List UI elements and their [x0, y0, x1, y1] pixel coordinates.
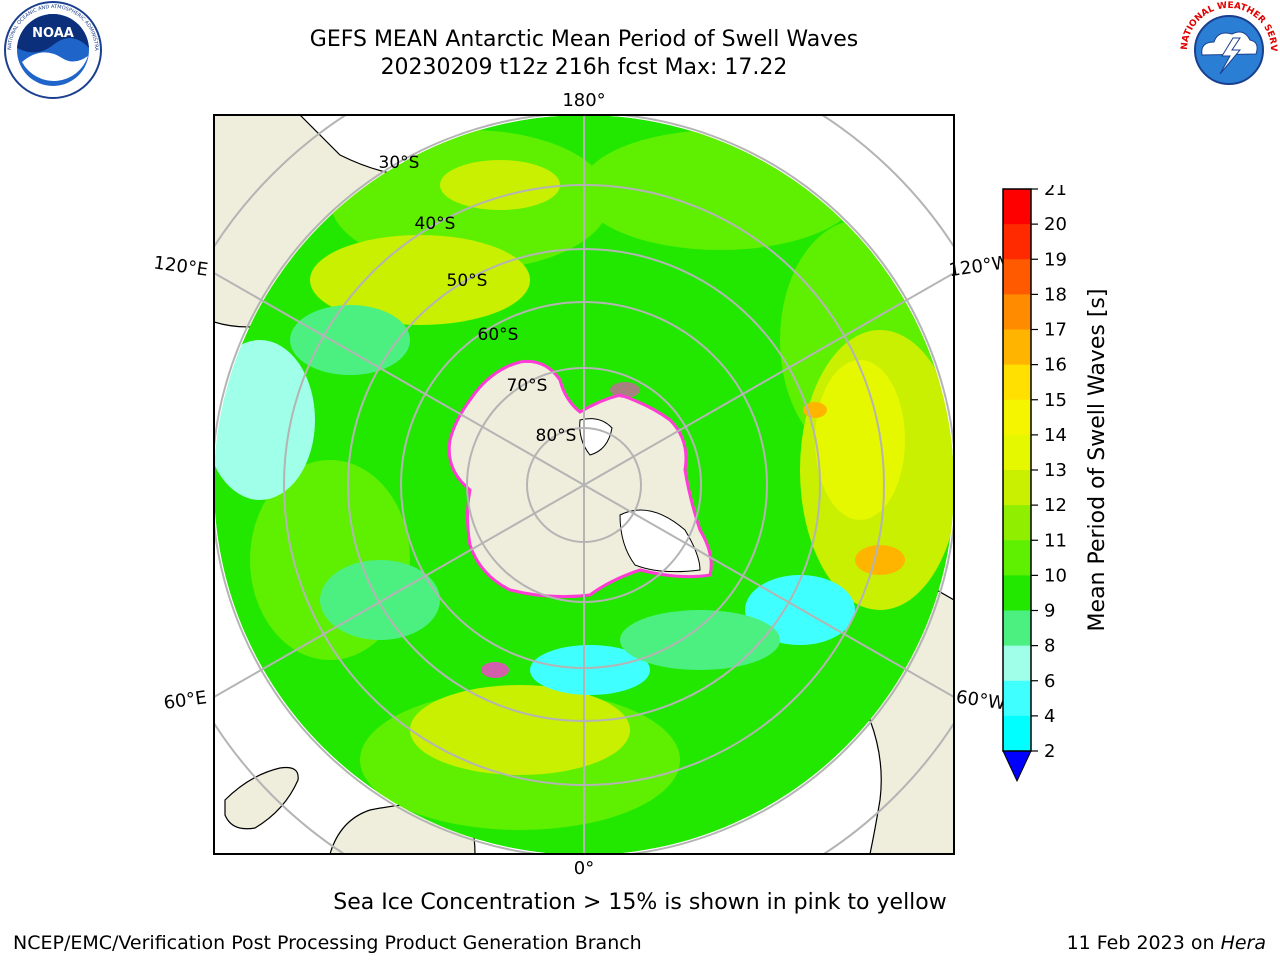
- colorbar-tick-label: 9: [1044, 601, 1055, 622]
- longitude-gridlines: [214, 115, 954, 854]
- madagascar-landmass: [224, 766, 299, 830]
- lon-label-180: 180°: [562, 90, 605, 111]
- colorbar-block: [1003, 470, 1031, 506]
- footer-branch: NCEP/EMC/Verification Post Processing Pr…: [13, 932, 642, 954]
- colorbar-block: [1003, 505, 1031, 541]
- colorbar-tick-label: 6: [1044, 671, 1055, 692]
- colorbar-block: [1003, 610, 1031, 647]
- colorbar-block: [1003, 189, 1031, 225]
- footer-date: 11 Feb 2023 on Hera: [1067, 932, 1266, 954]
- noaa-logo-icon: NOAA NATIONAL OCEANIC AND ATMOSPHERIC AD…: [2, 0, 102, 99]
- colorbar-tick-label: 10: [1044, 565, 1067, 586]
- colorbar-tick-label: 13: [1044, 460, 1067, 481]
- chart-subtitle: 20230209 t12z 216h fcst Max: 17.22: [380, 55, 788, 80]
- noaa-logo-text: NOAA: [32, 26, 74, 41]
- colorbar-tick-label: 17: [1044, 320, 1067, 341]
- colorbar-block: [1003, 224, 1031, 260]
- sea-ice-caption: Sea Ice Concentration > 15% is shown in …: [333, 890, 947, 915]
- colorbar-tick-label: 4: [1044, 706, 1055, 727]
- colorbar-tick-label: 16: [1044, 355, 1067, 376]
- colorbar-block: [1003, 575, 1031, 611]
- colorbar-extend-triangle: [1002, 750, 1032, 783]
- colorbar-block: [1003, 540, 1031, 576]
- colorbar-tick-label: 8: [1044, 636, 1055, 657]
- chart-title: GEFS MEAN Antarctic Mean Period of Swell…: [309, 27, 859, 52]
- colorbar: 21 20 19 18 17 16 15 14 13 12 11 10 9 8 6 4 2 Mean Perio…: [1002, 185, 1110, 783]
- lat-label-60s: 60°S: [478, 325, 519, 345]
- lon-label-120e: 120°E: [152, 252, 209, 280]
- lon-label-0: 0°: [574, 858, 594, 879]
- colorbar-tick-label: 19: [1044, 249, 1067, 270]
- colorbar-block: [1003, 259, 1031, 295]
- lat-label-40s: 40°S: [415, 214, 456, 234]
- colorbar-tick-label: 18: [1044, 284, 1067, 305]
- colorbar-tick-label: 21: [1044, 185, 1067, 200]
- colorbar-tick-label: 12: [1044, 495, 1067, 516]
- colorbar-block: [1003, 680, 1031, 717]
- colorbar-ticks: 21 20 19 18 17 16 15 14 13 12 11 10 9 8 6 4 2: [1031, 185, 1067, 762]
- colorbar-label: Mean Period of Swell Waves [s]: [1085, 289, 1110, 632]
- lat-label-30s: 30°S: [379, 153, 420, 173]
- footer-host: Hera: [1220, 932, 1266, 954]
- colorbar-block: [1003, 364, 1031, 401]
- colorbar-tick-label: 14: [1044, 425, 1067, 446]
- colorbar-blocks: [1003, 189, 1031, 752]
- colorbar-tick-label: 11: [1044, 530, 1067, 551]
- footer-date-text: 11 Feb 2023 on: [1066, 932, 1221, 954]
- colorbar-block: [1003, 434, 1031, 471]
- colorbar-block: [1003, 399, 1031, 436]
- map-frame: [213, 114, 955, 855]
- colorbar-tick-label: 2: [1044, 741, 1055, 762]
- colorbar-block: [1003, 715, 1031, 752]
- colorbar-block: [1003, 294, 1031, 330]
- colorbar-block: [1003, 645, 1031, 682]
- colorbar-tick-label: 20: [1044, 214, 1067, 235]
- colorbar-tick-label: 15: [1044, 390, 1067, 411]
- lon-label-60e: 60°E: [162, 687, 208, 714]
- nws-logo-icon: NATIONAL WEATHER SERVICE: [1178, 0, 1278, 98]
- lat-label-50s: 50°S: [447, 271, 488, 291]
- colorbar-block: [1003, 329, 1031, 366]
- lat-label-80s: 80°S: [536, 426, 577, 446]
- lat-label-70s: 70°S: [507, 376, 548, 396]
